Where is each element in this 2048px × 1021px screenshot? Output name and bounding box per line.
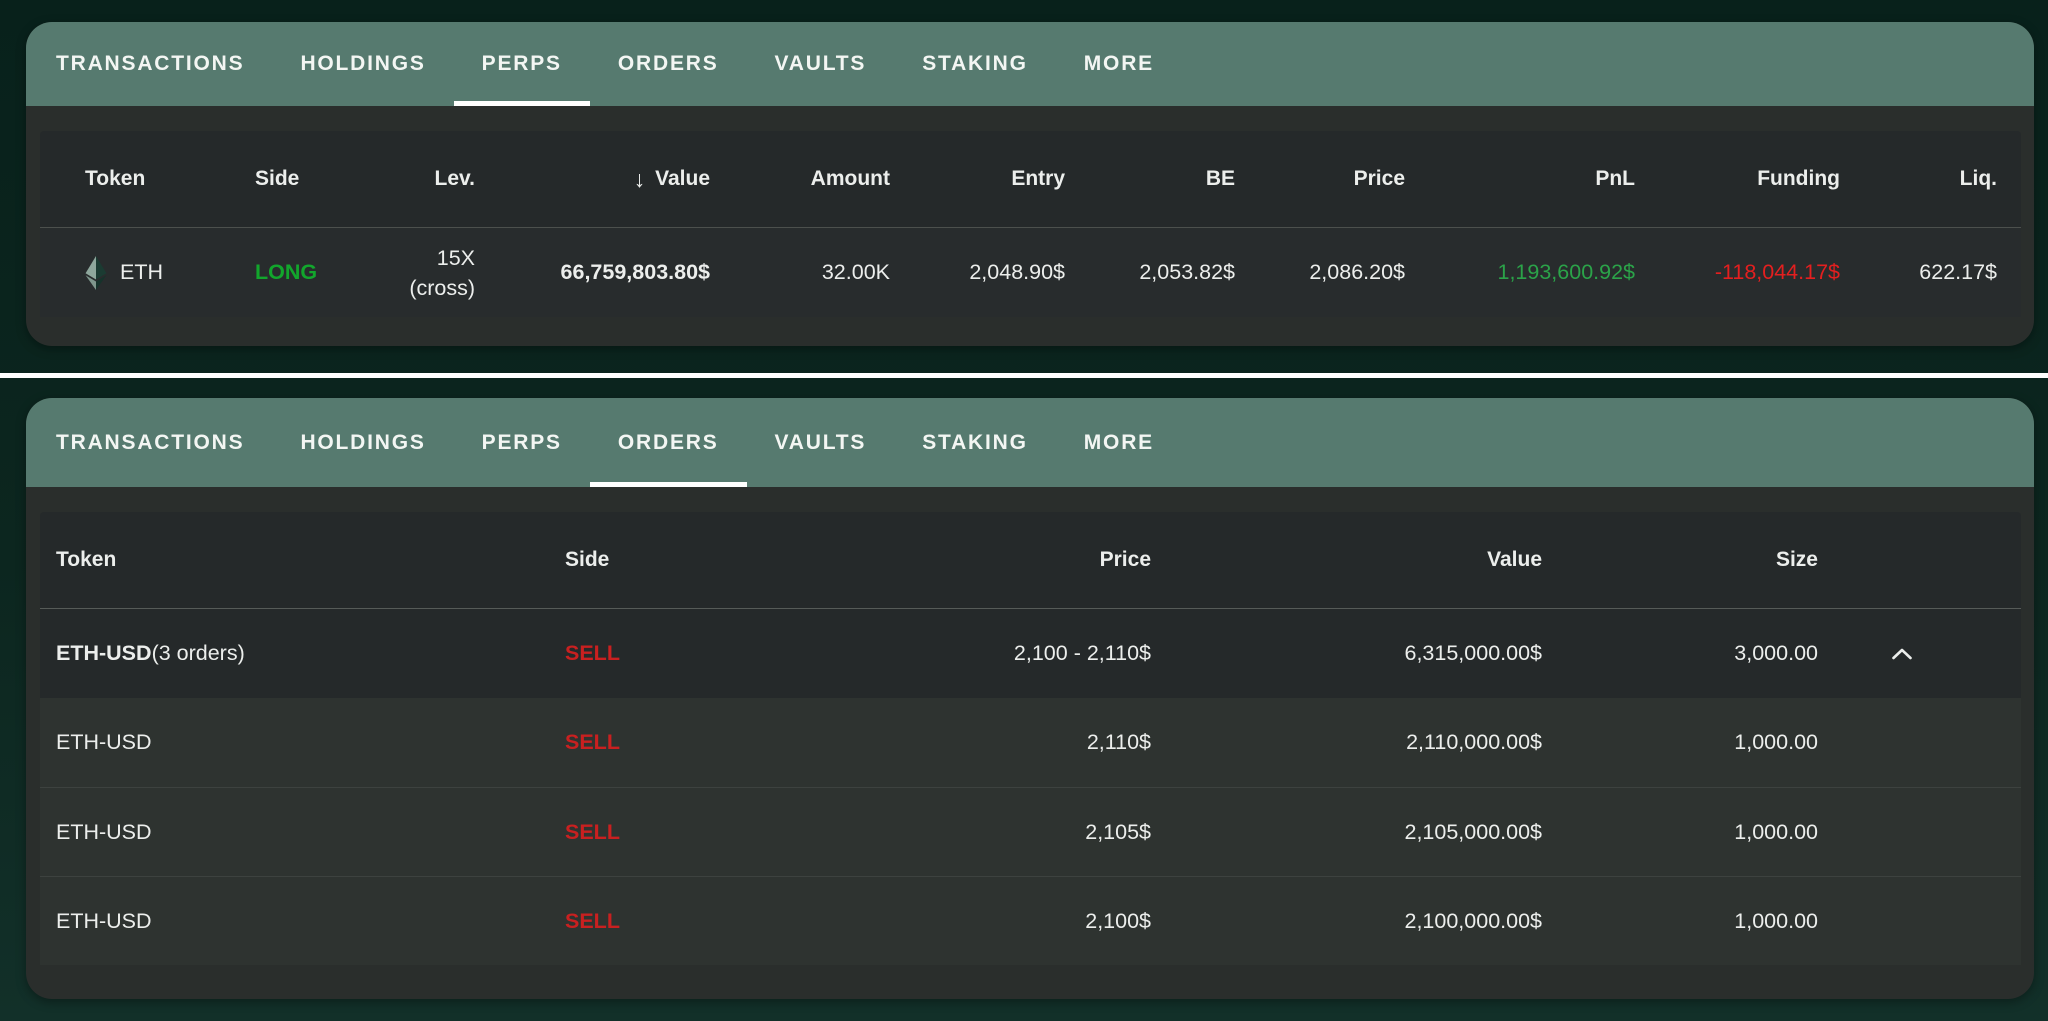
col-pnl: PnL [1595,167,1635,190]
col-value: Value [1487,548,1542,571]
sort-descending-icon: ↓ [633,165,646,192]
tab-orders[interactable]: ORDERS [589,398,747,487]
position-funding: -118,044.17$ [1714,260,1840,284]
tab-holdings[interactable]: HOLDINGS [300,52,426,75]
col-value-label: Value [655,167,710,190]
order-row[interactable]: ETH-USD SELL 2,110$ 2,110,000.00$ 1,000.… [40,698,2021,787]
tab-holdings[interactable]: HOLDINGS [300,430,426,454]
tab-perps[interactable]: PERPS [453,22,591,106]
order-price: 2,100$ [1085,908,1151,933]
order-total-size: 3,000.00 [1734,641,1818,665]
col-liq: Liq. [1959,167,1997,190]
position-entry: 2,048.90$ [969,260,1065,284]
tab-more[interactable]: MORE [1083,430,1154,454]
order-token: ETH-USD [56,819,152,844]
col-price: Price [1353,167,1405,190]
collapse-cell [1818,647,2021,660]
col-entry: Entry [1011,167,1065,190]
col-be: BE [1205,167,1235,190]
order-token: ETH-USD [56,908,152,933]
tab-orders[interactable]: ORDERS [617,52,719,75]
tab-transactions[interactable]: TRANSACTIONS [56,430,245,454]
perps-position-row[interactable]: ETH LONG 15X (cross) 66,759,803.80$ 32.0… [40,228,2021,317]
position-pnl: 1,193,600.92$ [1497,260,1636,284]
order-price-range: 2,100 - 2,110$ [1013,641,1151,665]
order-size: 1,000.00 [1734,908,1818,933]
order-side: SELL [565,819,620,844]
tab-bar: TRANSACTIONS HOLDINGS PERPS ORDERS VAULT… [26,22,2034,106]
screenshot-divider [0,373,2048,378]
tab-bar: TRANSACTIONS HOLDINGS PERPS ORDERS VAULT… [26,398,2034,487]
col-price: Price [1099,548,1151,571]
token-cell: ETH [40,255,195,290]
tab-more[interactable]: MORE [1083,52,1154,75]
col-value-sortable[interactable]: ↓ Value [475,166,710,193]
perps-table: Token Side Lev. ↓ Value Amount Entry BE … [40,131,2021,317]
position-mark-price: 2,086.20$ [1309,260,1405,284]
tab-transactions[interactable]: TRANSACTIONS [56,52,245,75]
perps-table-header: Token Side Lev. ↓ Value Amount Entry BE … [40,131,2021,228]
orders-table: Token Side Price Value Size ETH-USD (3 or… [40,512,2021,965]
tab-vaults[interactable]: VAULTS [774,430,867,454]
col-funding: Funding [1757,167,1840,190]
col-amount: Amount [810,167,890,190]
tab-staking[interactable]: STAKING [922,52,1028,75]
order-token: ETH-USD [56,730,152,754]
col-token: Token [56,548,117,571]
orders-panel: TRANSACTIONS HOLDINGS PERPS ORDERS VAULT… [26,398,2034,999]
order-size: 1,000.00 [1734,730,1818,754]
order-size: 1,000.00 [1734,819,1818,844]
order-side: SELL [565,641,620,665]
token-symbol: ETH [120,260,163,284]
col-side: Side [565,548,610,571]
order-total-value: 6,315,000.00$ [1404,641,1543,665]
col-token: Token [85,167,146,190]
chevron-up-icon[interactable] [1891,647,1913,660]
eth-token-icon [85,255,107,290]
order-row[interactable]: ETH-USD SELL 2,105$ 2,105,000.00$ 1,000.… [40,787,2021,876]
col-side: Side [255,167,300,190]
col-size: Size [1775,548,1818,571]
order-value: 2,110,000.00$ [1406,730,1542,754]
order-price: 2,110$ [1086,730,1151,754]
order-group-row[interactable]: ETH-USD (3 orders) SELL 2,100 - 2,110$ 6,… [40,609,2021,698]
order-value: 2,105,000.00$ [1404,819,1543,844]
order-value: 2,100,000.00$ [1404,908,1543,933]
col-lev: Lev. [434,167,475,190]
order-row[interactable]: ETH-USD SELL 2,100$ 2,100,000.00$ 1,000.… [40,876,2021,965]
order-side: SELL [565,908,620,933]
tab-staking[interactable]: STAKING [922,430,1028,454]
orders-table-header: Token Side Price Value Size [40,512,2021,609]
perps-panel: TRANSACTIONS HOLDINGS PERPS ORDERS VAULT… [26,22,2034,346]
order-side: SELL [565,730,620,754]
position-amount: 32.00K [821,260,890,284]
tab-perps[interactable]: PERPS [481,430,562,454]
tab-vaults[interactable]: VAULTS [774,52,867,75]
order-token: ETH-USD (3 orders) [56,641,245,665]
order-price: 2,105$ [1085,819,1151,844]
position-side: LONG [255,260,318,284]
position-leverage: 15X (cross) [409,245,475,300]
position-value: 66,759,803.80$ [560,260,710,284]
position-liquidation: 622.17$ [1919,260,1997,284]
position-breakeven: 2,053.82$ [1139,260,1235,284]
